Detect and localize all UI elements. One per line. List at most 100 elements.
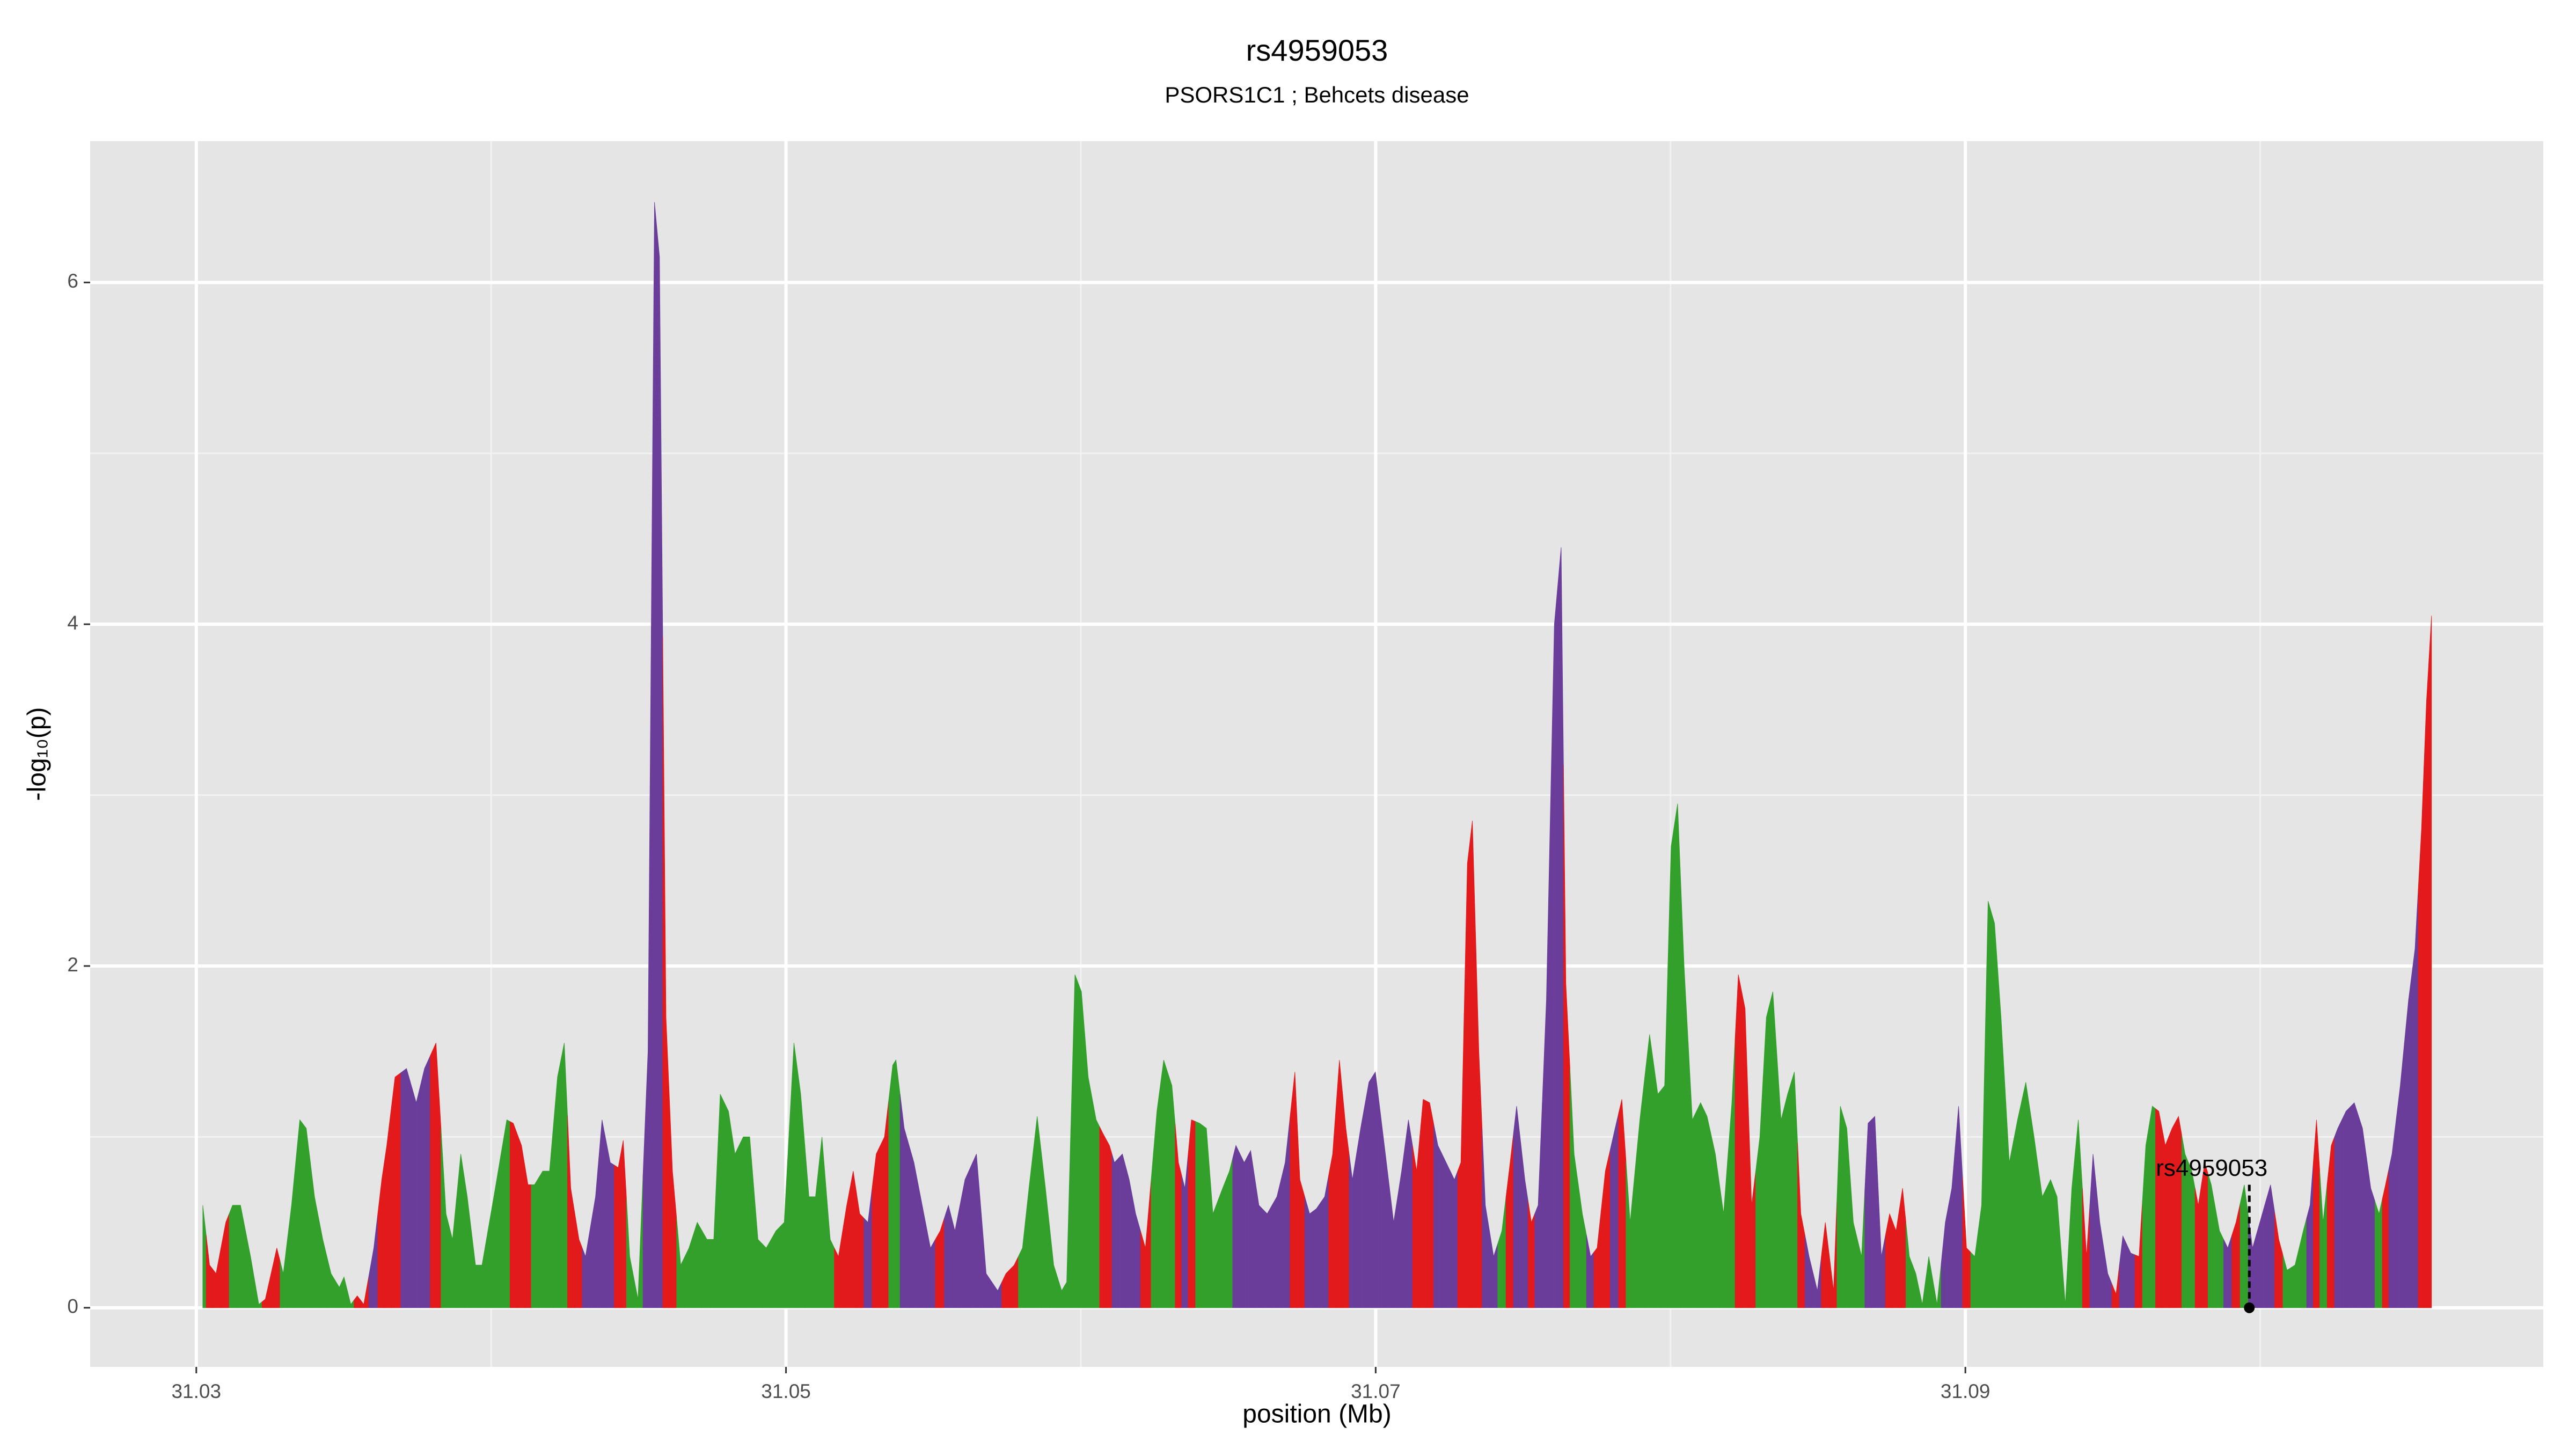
- area-segment: [400, 1068, 412, 1308]
- area-segment: [1167, 1072, 1176, 1308]
- area-segment: [546, 1124, 554, 1308]
- area-segment: [303, 1123, 311, 1308]
- area-segment: [1849, 1175, 1858, 1308]
- area-segment: [1586, 1235, 1594, 1308]
- area-segment: [1741, 991, 1749, 1308]
- area-segment: [1497, 1196, 1506, 1308]
- area-segment: [478, 1226, 489, 1308]
- area-segment: [488, 1154, 501, 1308]
- area-segment: [1441, 1154, 1451, 1308]
- area-segment: [2223, 1235, 2233, 1308]
- area-segment: [2134, 1201, 2143, 1308]
- area-segment: [1542, 812, 1551, 1308]
- area-segment: [347, 1290, 355, 1308]
- area-segment: [2068, 1154, 2075, 1308]
- area-segment: [1735, 974, 1742, 1308]
- area-segment: [1263, 1204, 1272, 1308]
- area-segment: [236, 1205, 246, 1308]
- area-segment: [2396, 1043, 2405, 1308]
- area-segment: [2182, 1135, 2189, 1308]
- area-segment: [2215, 1208, 2224, 1308]
- area-segment: [2111, 1265, 2120, 1308]
- area-segment: [1336, 1060, 1343, 1308]
- area-segment: [1878, 1186, 1886, 1308]
- area-segment: [1380, 1113, 1390, 1308]
- area-segment: [1661, 965, 1668, 1308]
- area-segment: [1188, 1119, 1196, 1308]
- annotation-label: rs4959053: [2156, 1155, 2267, 1181]
- area-segment: [2388, 1119, 2397, 1308]
- area-segment: [1899, 1188, 1906, 1308]
- chart-title: rs4959053: [1246, 33, 1388, 67]
- area-segment: [716, 1094, 725, 1308]
- area-segment: [1790, 1072, 1798, 1308]
- area-segment: [1688, 1043, 1697, 1308]
- area-segment: [1349, 1154, 1357, 1308]
- area-segment: [1836, 1106, 1844, 1308]
- area-segment: [944, 1204, 952, 1308]
- y-tick-label: 4: [67, 612, 78, 634]
- area-segment: [2290, 1248, 2300, 1308]
- area-segment: [1593, 1209, 1602, 1308]
- area-segment: [2282, 1255, 2292, 1308]
- area-segment: [856, 1192, 865, 1308]
- area-segment: [620, 1140, 627, 1308]
- area-segment: [1078, 983, 1085, 1308]
- area-segment: [1364, 1076, 1373, 1308]
- area-segment: [804, 1145, 813, 1308]
- area-segment: [1372, 1071, 1381, 1308]
- area-segment: [280, 1239, 288, 1308]
- area-segment: [1797, 1143, 1805, 1308]
- area-segment: [1009, 1256, 1019, 1308]
- area-segment: [1864, 1119, 1872, 1308]
- area-segment: [880, 1101, 889, 1308]
- area-segment: [598, 1119, 606, 1308]
- area-segment: [2411, 889, 2419, 1308]
- area-segment: [951, 1205, 961, 1308]
- area-segment: [1118, 1153, 1126, 1308]
- area-segment: [341, 1276, 348, 1308]
- area-segment: [2374, 1199, 2383, 1308]
- area-segment: [310, 1162, 319, 1308]
- area-segment: [1099, 1126, 1107, 1308]
- area-segment: [1064, 1128, 1071, 1308]
- area-segment: [2299, 1218, 2307, 1308]
- area-segment: [1696, 1102, 1704, 1308]
- area-segment: [1247, 1150, 1255, 1308]
- area-segment: [2149, 1106, 2156, 1308]
- area-segment: [1313, 1202, 1321, 1308]
- area-segment: [818, 1137, 826, 1308]
- area-segment: [2082, 1188, 2090, 1308]
- area-segment: [517, 1134, 525, 1308]
- area-segment: [1140, 1179, 1152, 1308]
- area-segment: [684, 1235, 693, 1308]
- area-segment: [2013, 1101, 2022, 1308]
- area-segment: [456, 1154, 465, 1308]
- area-segment: [1985, 901, 1992, 1308]
- area-segment: [531, 1177, 539, 1308]
- area-segment: [1570, 1069, 1579, 1308]
- area-segment: [560, 1043, 568, 1308]
- area-segment: [656, 229, 663, 1308]
- area-segment: [909, 1145, 919, 1308]
- area-segment: [2334, 1119, 2343, 1308]
- area-segment: [1933, 1263, 1942, 1308]
- area-segment: [574, 1213, 583, 1308]
- area-segment: [825, 1188, 835, 1308]
- area-segment: [420, 1056, 431, 1308]
- area-segment: [894, 1059, 901, 1308]
- area-segment: [2319, 1171, 2328, 1308]
- area-segment: [633, 1175, 643, 1308]
- area-segment: [1557, 547, 1564, 1308]
- area-segment: [788, 1043, 798, 1308]
- area-segment: [2119, 1235, 2127, 1308]
- area-segment: [2053, 1188, 2062, 1308]
- area-segment: [1018, 1218, 1026, 1308]
- area-segment: [693, 1221, 702, 1308]
- area-segment: [780, 1132, 789, 1308]
- area-segment: [2313, 1119, 2320, 1308]
- area-segment: [354, 1295, 361, 1308]
- area-segment: [1433, 1124, 1443, 1308]
- area-segment: [651, 202, 657, 1308]
- area-segment: [1804, 1235, 1814, 1308]
